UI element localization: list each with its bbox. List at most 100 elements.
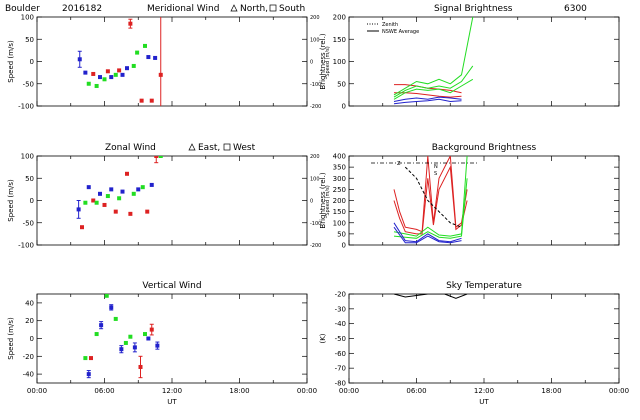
- annotation-z: Z: [397, 161, 401, 167]
- y-right-tick-label: -200: [310, 104, 321, 110]
- legend-pos-label: North,: [240, 4, 268, 14]
- series-line-green-2: [393, 178, 468, 239]
- data-point: [117, 68, 122, 73]
- x-tick-label: 00:00: [609, 387, 629, 395]
- y-tick-label: 0: [30, 197, 34, 205]
- data-point: [109, 305, 114, 310]
- y-tick-label: -50: [23, 219, 34, 227]
- header-date: 2016182: [62, 4, 102, 14]
- legend-neg-label: South: [279, 4, 305, 14]
- header-site: Boulder: [5, 4, 40, 14]
- panel-signal: Signal Brightness 6300 0 50 100 150 200 Brightn…: [319, 4, 620, 111]
- panel-skytemp: Sky Temperature -80 -70 -60 -50 -40 -30 -20 (K) 0…: [319, 281, 629, 406]
- y-tick-label: -60: [335, 350, 346, 358]
- data-point: [94, 332, 99, 337]
- y-tick-label: -70: [335, 365, 346, 373]
- x-tick-label: 18:00: [541, 387, 561, 395]
- data-point: [104, 294, 109, 298]
- y-right-tick-label: 100: [310, 176, 320, 182]
- chart-title: Meridional Wind: [147, 4, 219, 14]
- series-line-blue-1: [393, 222, 462, 243]
- data-point: [120, 189, 125, 194]
- annotation-n: N: [434, 164, 438, 170]
- triangle-legend-icon: [230, 4, 238, 12]
- x-tick-label: 06:00: [94, 387, 114, 395]
- y-tick-label: -50: [23, 80, 34, 88]
- series-line-red-2: [393, 165, 468, 235]
- data-point: [128, 334, 133, 339]
- y-right-tick-label: 200: [310, 15, 320, 21]
- y-tick-label: -20: [335, 291, 346, 299]
- data-point: [94, 83, 99, 88]
- data-point: [128, 21, 133, 26]
- x-tick-label: 12:00: [474, 387, 494, 395]
- data-point: [143, 332, 147, 337]
- y-tick-label: -40: [335, 320, 346, 328]
- y-tick-label: -40: [23, 371, 34, 379]
- data-point: [80, 225, 84, 230]
- data-point: [83, 200, 88, 205]
- data-point: [86, 185, 91, 190]
- y-right-tick-label: 200: [310, 154, 320, 160]
- data-point: [86, 372, 91, 377]
- data-point: [145, 209, 150, 214]
- x-axis-label: UT: [479, 398, 489, 406]
- y-right-tick-label: -200: [310, 243, 321, 249]
- y-tick-label: 40: [25, 299, 34, 307]
- y-axis-label: (K): [319, 333, 327, 343]
- data-point: [146, 55, 151, 60]
- plot-area: [76, 156, 163, 230]
- legend-zenith-label: Zenith: [382, 22, 398, 28]
- y-axis-label: Brightness (rel.): [319, 33, 327, 89]
- chart-title: Zonal Wind: [105, 143, 156, 153]
- y-right-tick-label: 0: [310, 199, 313, 205]
- data-point: [136, 187, 141, 192]
- annotation-s: S: [434, 171, 437, 177]
- data-point: [113, 209, 118, 214]
- y-axis-label: Speed (m/s): [7, 179, 15, 222]
- plot-frame: [36, 16, 308, 107]
- data-point: [140, 185, 145, 190]
- data-point: [149, 182, 154, 187]
- data-point: [149, 98, 154, 103]
- panels-group: Meridional Wind North, South -100 -50 0 50 100 -…: [7, 4, 629, 406]
- plot-area: [393, 156, 468, 244]
- triangle-legend-icon: [188, 143, 196, 151]
- plot-area: [83, 294, 160, 379]
- y-tick-label: 50: [25, 175, 34, 183]
- y-right-tick-label: -100: [310, 221, 321, 227]
- legend-avg-label: NSWE Average: [382, 29, 419, 35]
- series-line-green-1: [393, 17, 474, 96]
- data-point: [125, 171, 129, 176]
- y-tick-label: 0: [342, 103, 346, 111]
- data-point: [158, 72, 163, 77]
- chart-title: Signal Brightness: [434, 4, 513, 14]
- y-tick-label: 150: [333, 208, 346, 216]
- y-axis-label: Speed (m/s): [7, 317, 15, 360]
- y-tick-label: 50: [25, 36, 34, 44]
- data-point: [102, 202, 107, 207]
- data-point: [149, 327, 154, 332]
- plot-area: [393, 17, 474, 105]
- data-point: [123, 340, 128, 345]
- square-legend-icon: [223, 143, 231, 151]
- y-tick-label: 0: [342, 242, 346, 250]
- panel-meridional: Meridional Wind North, South -100 -50 0 50 100 -…: [7, 4, 331, 111]
- data-point: [146, 336, 151, 341]
- y-tick-label: 20: [25, 317, 34, 325]
- data-point: [99, 323, 104, 328]
- y-tick-label: 0: [30, 335, 34, 343]
- data-point: [117, 196, 122, 201]
- y-right-axis-label: Speed (m/s): [325, 46, 331, 76]
- data-point: [91, 71, 96, 76]
- y-right-axis-label: Speed (m/s): [325, 185, 331, 215]
- panel-background: Background Brightness 0 50 100 150 200 250 300 3…: [319, 143, 620, 250]
- data-point: [113, 72, 118, 77]
- chart-title: Vertical Wind: [142, 281, 201, 291]
- y-tick-label: 250: [333, 186, 346, 194]
- series-line-green-3: [393, 78, 474, 100]
- plot-area: [77, 17, 163, 106]
- data-point: [83, 356, 88, 361]
- y-tick-label: 50: [337, 230, 346, 238]
